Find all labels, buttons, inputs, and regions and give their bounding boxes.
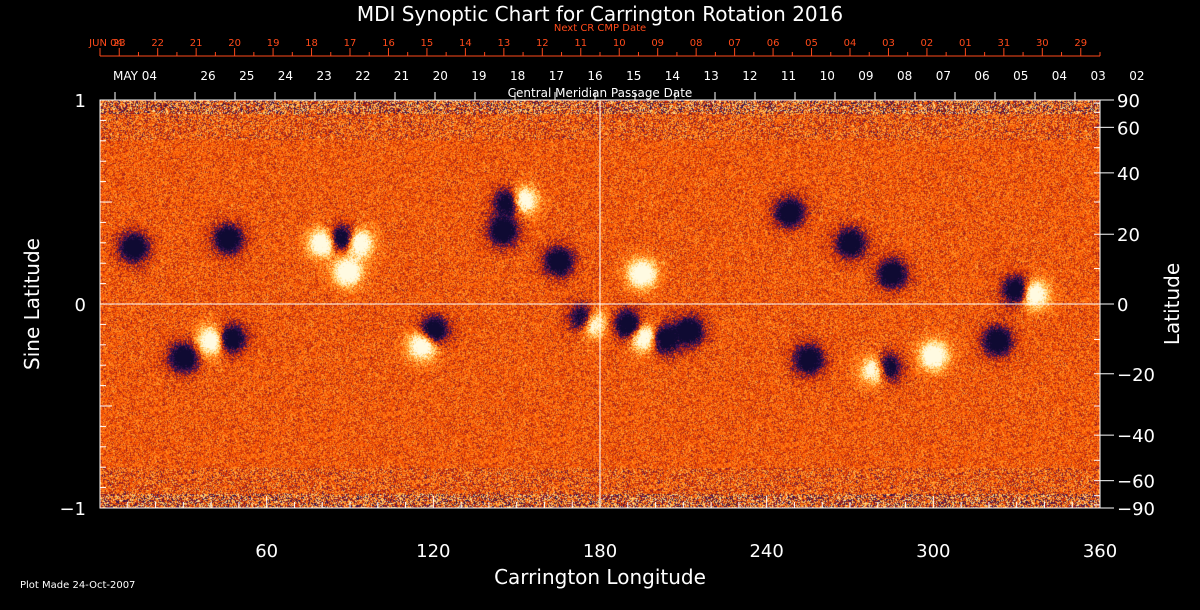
next-cr-date-label: 18 bbox=[305, 38, 318, 49]
next-cr-date-label: 03 bbox=[882, 38, 895, 49]
cmp-date-label: 06 bbox=[974, 69, 989, 83]
y-left-tick-label: 1 bbox=[75, 91, 86, 112]
cmp-date-label: 19 bbox=[471, 69, 486, 83]
x-tick-label: 180 bbox=[583, 541, 617, 562]
y-right-tick-label: −90 bbox=[1117, 499, 1155, 520]
cmp-axis-title: Central Meridian Passage Date bbox=[507, 86, 693, 100]
x-tick-label: 60 bbox=[255, 541, 278, 562]
next-cr-date-label: 11 bbox=[574, 38, 587, 49]
cmp-date-label: 21 bbox=[394, 69, 409, 83]
cmp-date-label: 05 bbox=[1013, 69, 1028, 83]
y-right-tick-label: 40 bbox=[1117, 164, 1140, 185]
next-cr-date-label: 13 bbox=[497, 38, 510, 49]
cmp-date-label: MAY 04 bbox=[113, 69, 157, 83]
next-cr-date-label: 16 bbox=[382, 38, 395, 49]
next-cr-date-label: 08 bbox=[690, 38, 703, 49]
cmp-date-label: 17 bbox=[549, 69, 564, 83]
next-cr-date-label: 04 bbox=[844, 38, 857, 49]
cmp-date-label: 07 bbox=[936, 69, 951, 83]
next-cr-axis-title: Next CR CMP Date bbox=[553, 23, 647, 34]
next-cr-date-label: 05 bbox=[805, 38, 818, 49]
next-cr-date-label: 07 bbox=[728, 38, 741, 49]
next-cr-date-label: 01 bbox=[959, 38, 972, 49]
next-cr-date-label: 14 bbox=[459, 38, 472, 49]
x-tick-label: 120 bbox=[416, 541, 450, 562]
cmp-date-label: 10 bbox=[820, 69, 835, 83]
y-axis-label-right: Latitude bbox=[1160, 262, 1184, 346]
cmp-date-label: 03 bbox=[1091, 69, 1106, 83]
next-cr-date-label: 06 bbox=[767, 38, 780, 49]
x-axis-label: Carrington Longitude bbox=[494, 565, 706, 589]
cmp-date-label: 25 bbox=[239, 69, 254, 83]
cmp-date-label: 20 bbox=[433, 69, 448, 83]
next-cr-date-label: 20 bbox=[228, 38, 241, 49]
cmp-date-label: 11 bbox=[781, 69, 796, 83]
cmp-date-label: 09 bbox=[858, 69, 873, 83]
y-right-tick-label: 20 bbox=[1117, 225, 1140, 246]
next-cr-date-label: 17 bbox=[344, 38, 357, 49]
cmp-date-label: 08 bbox=[897, 69, 912, 83]
next-cr-date-label: 23 bbox=[113, 38, 126, 49]
next-cr-date-label: 10 bbox=[613, 38, 626, 49]
x-tick-label: 360 bbox=[1083, 541, 1117, 562]
cmp-date-label: 26 bbox=[200, 69, 215, 83]
plot-made-footer: Plot Made 24-Oct-2007 bbox=[20, 580, 136, 591]
y-right-tick-label: 60 bbox=[1117, 118, 1140, 139]
cmp-date-label: 04 bbox=[1052, 69, 1067, 83]
cmp-date-label: 02 bbox=[1129, 69, 1144, 83]
x-tick-label: 300 bbox=[916, 541, 950, 562]
cmp-date-label: 18 bbox=[510, 69, 525, 83]
chart-title: MDI Synoptic Chart for Carrington Rotati… bbox=[356, 2, 844, 26]
next-cr-date-label: 12 bbox=[536, 38, 549, 49]
next-cr-date-label: JUN 04 bbox=[88, 38, 123, 49]
cmp-date-label: 23 bbox=[317, 69, 332, 83]
next-cr-date-label: 19 bbox=[267, 38, 280, 49]
y-right-tick-label: −60 bbox=[1117, 472, 1155, 493]
next-cr-date-label: 31 bbox=[997, 38, 1010, 49]
cmp-date-label: 24 bbox=[278, 69, 293, 83]
y-left-tick-label: −1 bbox=[59, 499, 86, 520]
next-cr-date-label: 22 bbox=[151, 38, 164, 49]
next-cr-date-label: 30 bbox=[1036, 38, 1049, 49]
y-right-tick-label: −20 bbox=[1117, 365, 1155, 386]
cmp-date-label: 12 bbox=[742, 69, 757, 83]
cmp-date-label: 15 bbox=[626, 69, 641, 83]
cmp-date-label: 14 bbox=[665, 69, 680, 83]
cmp-date-label: 16 bbox=[587, 69, 602, 83]
next-cr-date-label: 02 bbox=[921, 38, 934, 49]
next-cr-date-label: 09 bbox=[651, 38, 664, 49]
y-right-tick-label: 90 bbox=[1117, 91, 1140, 112]
y-right-tick-label: 0 bbox=[1117, 295, 1128, 316]
next-cr-date-label: 21 bbox=[190, 38, 203, 49]
y-right-tick-label: −40 bbox=[1117, 426, 1155, 447]
x-tick-label: 240 bbox=[749, 541, 783, 562]
next-cr-date-label: 15 bbox=[421, 38, 434, 49]
cmp-date-label: 13 bbox=[704, 69, 719, 83]
y-axis-label-left: Sine Latitude bbox=[20, 238, 44, 370]
cmp-date-label: 22 bbox=[355, 69, 370, 83]
y-left-tick-label: 0 bbox=[75, 295, 86, 316]
next-cr-date-label: 29 bbox=[1074, 38, 1087, 49]
